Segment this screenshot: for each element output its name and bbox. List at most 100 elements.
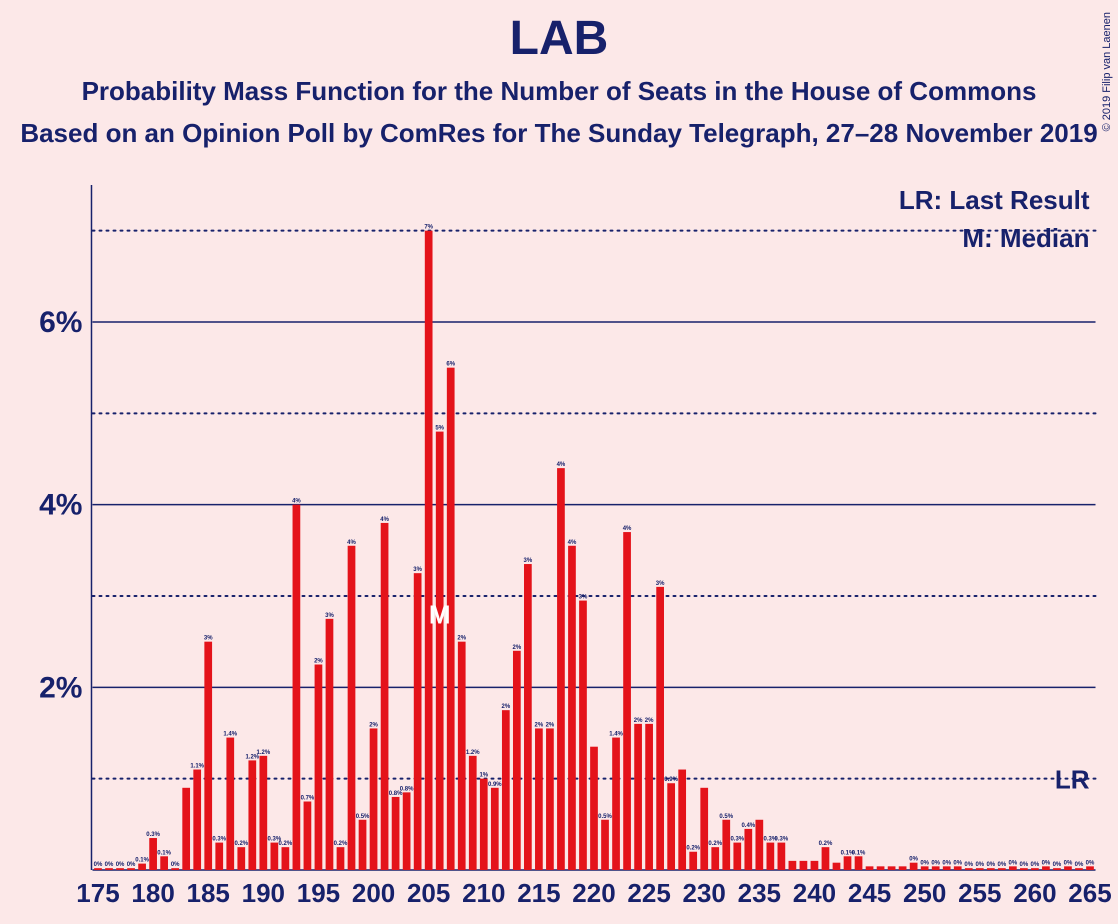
svg-text:0.3%: 0.3% (212, 837, 226, 843)
svg-text:Based on an Opinion Poll by Co: Based on an Opinion Poll by ComRes for T… (20, 118, 1097, 148)
svg-text:0.4%: 0.4% (741, 823, 755, 829)
svg-text:250: 250 (903, 878, 946, 908)
svg-text:© 2019 Filip van Laenen: © 2019 Filip van Laenen (1101, 12, 1113, 131)
svg-text:2%: 2% (546, 722, 555, 728)
svg-text:1.2%: 1.2% (466, 750, 480, 756)
svg-text:260: 260 (1013, 878, 1056, 908)
svg-text:0.9%: 0.9% (664, 777, 678, 783)
svg-text:185: 185 (187, 878, 230, 908)
svg-text:0%: 0% (942, 860, 951, 866)
svg-text:230: 230 (683, 878, 726, 908)
svg-text:0%: 0% (909, 857, 918, 863)
svg-text:0.1%: 0.1% (852, 850, 866, 856)
svg-text:M: M (429, 599, 451, 629)
svg-text:0%: 0% (171, 862, 180, 868)
svg-text:6%: 6% (39, 306, 82, 339)
svg-text:0.3%: 0.3% (146, 832, 160, 838)
svg-text:0.5%: 0.5% (598, 814, 612, 820)
svg-text:0.2%: 0.2% (334, 841, 348, 847)
svg-text:4%: 4% (380, 517, 389, 523)
svg-text:0%: 0% (964, 862, 973, 868)
svg-text:0%: 0% (931, 860, 940, 866)
svg-text:LR: Last Result: LR: Last Result (899, 185, 1090, 215)
svg-text:2%: 2% (314, 659, 323, 665)
svg-text:3%: 3% (204, 636, 213, 642)
svg-text:1.2%: 1.2% (256, 750, 270, 756)
svg-text:0.7%: 0.7% (301, 796, 315, 802)
svg-text:2%: 2% (457, 636, 466, 642)
svg-text:0%: 0% (94, 862, 103, 868)
svg-text:2%: 2% (634, 718, 643, 724)
svg-text:0%: 0% (116, 862, 125, 868)
svg-text:0%: 0% (986, 862, 995, 868)
svg-text:2%: 2% (645, 718, 654, 724)
svg-text:2%: 2% (513, 645, 522, 651)
svg-text:0.2%: 0.2% (819, 841, 833, 847)
svg-text:3%: 3% (656, 581, 665, 587)
svg-text:1.4%: 1.4% (609, 732, 623, 738)
svg-text:3%: 3% (413, 567, 422, 573)
svg-text:LAB: LAB (510, 12, 609, 65)
svg-text:3%: 3% (325, 613, 334, 619)
svg-text:0%: 0% (997, 862, 1006, 868)
svg-text:3%: 3% (524, 558, 533, 564)
svg-text:0%: 0% (1086, 860, 1095, 866)
svg-text:265: 265 (1068, 878, 1111, 908)
svg-text:3%: 3% (579, 595, 588, 601)
svg-text:0%: 0% (1020, 862, 1029, 868)
svg-text:6%: 6% (446, 362, 455, 368)
svg-text:0.2%: 0.2% (234, 841, 248, 847)
svg-text:4%: 4% (568, 540, 577, 546)
svg-text:2%: 2% (501, 704, 510, 710)
svg-text:0.3%: 0.3% (730, 837, 744, 843)
svg-text:215: 215 (517, 878, 560, 908)
svg-text:0.2%: 0.2% (686, 846, 700, 852)
svg-text:180: 180 (131, 878, 174, 908)
svg-text:0.3%: 0.3% (775, 837, 789, 843)
svg-text:4%: 4% (292, 499, 301, 505)
svg-text:0%: 0% (105, 862, 114, 868)
svg-text:195: 195 (297, 878, 340, 908)
svg-text:1%: 1% (479, 773, 488, 779)
svg-text:235: 235 (738, 878, 781, 908)
svg-text:220: 220 (572, 878, 615, 908)
svg-text:0.5%: 0.5% (719, 814, 733, 820)
svg-text:0%: 0% (1064, 860, 1073, 866)
svg-text:0.1%: 0.1% (157, 850, 171, 856)
svg-text:0%: 0% (1031, 862, 1040, 868)
svg-text:Probability Mass Function for: Probability Mass Function for the Number… (82, 76, 1037, 106)
svg-text:5%: 5% (435, 426, 444, 432)
svg-text:2%: 2% (39, 671, 82, 704)
svg-text:4%: 4% (347, 540, 356, 546)
svg-text:7%: 7% (424, 225, 433, 231)
pmf-chart: 0%0%0%0%0.1%0.3%0.1%0%1.1%3%0.3%1.4%0.2%… (0, 0, 1118, 924)
svg-text:210: 210 (462, 878, 505, 908)
svg-text:0%: 0% (1053, 862, 1062, 868)
svg-text:M: Median: M: Median (962, 223, 1089, 253)
svg-text:1.4%: 1.4% (223, 732, 237, 738)
svg-text:2%: 2% (535, 722, 544, 728)
svg-text:240: 240 (793, 878, 836, 908)
svg-text:0.8%: 0.8% (400, 786, 414, 792)
svg-text:0.9%: 0.9% (488, 782, 502, 788)
svg-text:LR: LR (1055, 765, 1090, 795)
svg-text:175: 175 (76, 878, 119, 908)
svg-text:4%: 4% (623, 526, 632, 532)
svg-text:2%: 2% (369, 722, 378, 728)
svg-text:225: 225 (627, 878, 670, 908)
svg-text:1.1%: 1.1% (190, 764, 204, 770)
svg-text:0.1%: 0.1% (135, 858, 149, 864)
svg-text:255: 255 (958, 878, 1001, 908)
svg-text:200: 200 (352, 878, 395, 908)
svg-text:4%: 4% (39, 489, 82, 522)
svg-text:0.2%: 0.2% (708, 841, 722, 847)
svg-text:4%: 4% (557, 462, 566, 468)
svg-text:0%: 0% (1075, 862, 1084, 868)
svg-text:0%: 0% (1009, 860, 1018, 866)
svg-text:190: 190 (242, 878, 285, 908)
svg-text:0%: 0% (920, 860, 929, 866)
svg-text:245: 245 (848, 878, 891, 908)
svg-text:0.5%: 0.5% (356, 814, 370, 820)
svg-text:0%: 0% (953, 860, 962, 866)
svg-text:0%: 0% (975, 862, 984, 868)
